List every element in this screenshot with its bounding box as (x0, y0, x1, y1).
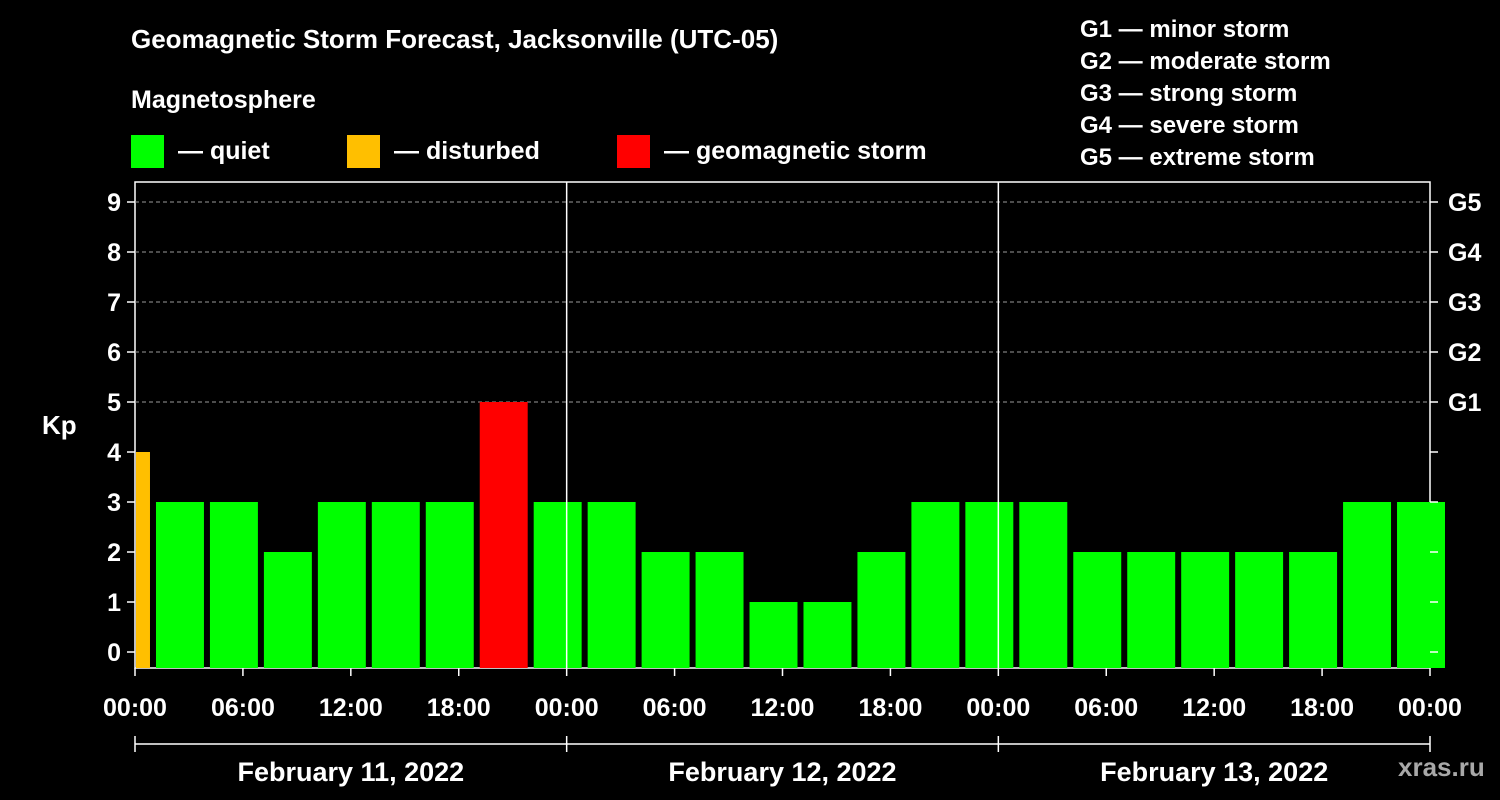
kp-bar-18 (1073, 552, 1122, 668)
day-label-2: February 13, 2022 (1100, 757, 1328, 787)
kp-bar-9 (587, 502, 636, 668)
right-tick-label-g4: G4 (1448, 239, 1481, 267)
x-tick-label-2: 12:00 (319, 694, 383, 722)
kp-bar-22 (1289, 552, 1338, 668)
storm-scale-list: G1 — minor storm G2 — moderate storm G3 … (1080, 14, 1331, 174)
kp-bar-21 (1235, 552, 1284, 668)
x-tick-label-7: 18:00 (858, 694, 922, 722)
kp-bar-19 (1127, 552, 1176, 668)
x-tick-label-6: 12:00 (751, 694, 815, 722)
legend-quiet: — quiet (131, 134, 270, 168)
kp-bar-6 (425, 502, 474, 668)
legend-storm: — geomagnetic storm (617, 134, 927, 168)
x-tick-label-10: 12:00 (1182, 694, 1246, 722)
y-tick-label-3: 3 (107, 489, 121, 517)
y-tick-label-4: 4 (107, 439, 121, 467)
kp-bar-24 (1397, 502, 1445, 668)
right-tick-label-g5: G5 (1448, 189, 1481, 217)
magnetosphere-label: Magnetosphere (131, 86, 316, 114)
x-tick-label-8: 00:00 (966, 694, 1030, 722)
kp-bar-17 (1019, 502, 1068, 668)
y-tick-label-9: 9 (107, 189, 121, 217)
kp-bar-3 (263, 552, 312, 668)
chart-title: Geomagnetic Storm Forecast, Jacksonville… (131, 24, 779, 54)
x-tick-label-11: 18:00 (1290, 694, 1354, 722)
y-tick-label-1: 1 (107, 589, 121, 617)
legend-label-disturbed: — disturbed (394, 136, 540, 165)
day-label-1: February 12, 2022 (668, 757, 896, 787)
legend-swatch-quiet (131, 134, 164, 168)
y-tick-label-0: 0 (107, 639, 121, 667)
kp-bar-5 (371, 502, 420, 668)
legend-swatch-storm (617, 134, 650, 168)
kp-bar-4 (317, 502, 366, 668)
right-tick-label-g3: G3 (1448, 289, 1481, 317)
legend-swatch-disturbed (347, 134, 380, 168)
y-tick-label-5: 5 (107, 389, 121, 417)
watermark: xras.ru (1398, 752, 1485, 782)
y-tick-label-2: 2 (107, 539, 121, 567)
y-tick-label-8: 8 (107, 239, 121, 267)
storm-scale-g3: G3 — strong storm (1080, 80, 1298, 107)
x-tick-label-12: 00:00 (1398, 694, 1462, 722)
x-tick-label-1: 06:00 (211, 694, 275, 722)
x-tick-label-0: 00:00 (103, 694, 167, 722)
kp-bar-7 (479, 402, 528, 668)
y-axis-label: Kp (42, 410, 77, 440)
x-tick-label-3: 18:00 (427, 694, 491, 722)
legend-disturbed: — disturbed (347, 134, 540, 168)
storm-scale-g4: G4 — severe storm (1080, 112, 1299, 139)
storm-scale-g1: G1 — minor storm (1080, 16, 1290, 43)
legend-label-storm: — geomagnetic storm (664, 136, 927, 165)
right-tick-label-g2: G2 (1448, 339, 1481, 367)
kp-bar-2 (209, 502, 258, 668)
kp-bar-16 (965, 502, 1014, 668)
y-tick-label-6: 6 (107, 339, 121, 367)
y-tick-label-7: 7 (107, 289, 121, 317)
storm-scale-g2: G2 — moderate storm (1080, 48, 1331, 75)
right-tick-label-g1: G1 (1448, 389, 1481, 417)
kp-bar-11 (695, 552, 744, 668)
legend-label-quiet: — quiet (178, 136, 270, 165)
kp-bar-10 (641, 552, 690, 668)
kp-bar-13 (803, 602, 852, 668)
kp-bar-14 (857, 552, 906, 668)
kp-bar-0 (136, 452, 150, 668)
kp-bar-8 (533, 502, 582, 668)
kp-bar-20 (1181, 552, 1230, 668)
kp-bar-23 (1343, 502, 1392, 668)
x-tick-label-5: 06:00 (643, 694, 707, 722)
x-tick-label-9: 06:00 (1074, 694, 1138, 722)
x-tick-label-4: 00:00 (535, 694, 599, 722)
kp-bar-15 (911, 502, 960, 668)
kp-bar-1 (155, 502, 204, 668)
day-label-0: February 11, 2022 (238, 757, 465, 787)
storm-scale-g5: G5 — extreme storm (1080, 144, 1315, 171)
kp-bar-12 (749, 602, 798, 668)
